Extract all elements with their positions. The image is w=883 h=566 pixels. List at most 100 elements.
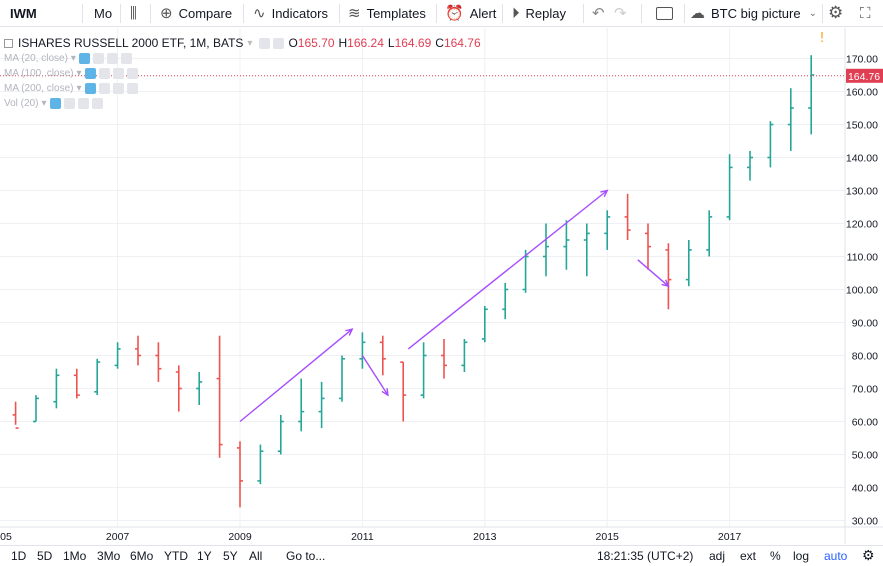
layout-name-button[interactable]: ☁ BTC big picture ⌄ (690, 0, 817, 26)
percent-toggle[interactable]: % (770, 549, 781, 563)
auto-toggle[interactable]: auto (824, 549, 848, 563)
series-title: ISHARES RUSSELL 2000 ETF, 1M, BATS (18, 36, 244, 50)
indicator-legend-ma200[interactable]: MA (200, close) ▾ (4, 83, 138, 94)
last-price-label: 164.76 (848, 71, 880, 83)
low-label: L (387, 36, 395, 50)
ext-toggle[interactable]: ext (740, 549, 757, 563)
replay-button[interactable]: ⏵ Replay (512, 0, 566, 26)
trend-arrow (361, 355, 389, 396)
chevron-down-icon[interactable]: ▾ (70, 53, 76, 64)
expand-icon: ⛶ (860, 4, 871, 22)
range-1mo-button[interactable]: 1Mo (63, 549, 87, 563)
settings-small-icon[interactable] (98, 68, 110, 79)
chevron-down-icon[interactable]: ▾ (76, 68, 82, 79)
collapse-legend-icon[interactable] (4, 38, 13, 48)
range-3mo-button[interactable]: 3Mo (97, 549, 121, 563)
templates-label: Templates (366, 5, 426, 21)
clock-timezone[interactable]: 18:21:35 (UTC+2) (597, 549, 694, 563)
plus-icon[interactable] (106, 53, 118, 64)
indicator-legend-vol[interactable]: Vol (20) ▾ (4, 98, 103, 109)
trend-arrowhead (661, 279, 670, 288)
close-label: C (435, 36, 444, 50)
y-tick-label: 150.00 (846, 120, 878, 132)
y-tick-label: 110.00 (847, 252, 878, 264)
fullscreen-button[interactable]: ⛶ (860, 0, 877, 26)
templates-button[interactable]: ≋ Templates (348, 0, 426, 26)
indicator-legend-ma100[interactable]: MA (100, close) ▾ (4, 68, 138, 79)
settings-small-icon[interactable] (273, 37, 285, 49)
range-5d-button[interactable]: 5D (37, 549, 53, 563)
divider (150, 4, 151, 23)
plus-icon[interactable] (112, 68, 124, 79)
legend-chevron-icon[interactable]: ▾ (247, 37, 253, 49)
redo-icon: ↷ (614, 5, 627, 22)
eye-icon[interactable] (49, 98, 61, 109)
undo-icon: ↶ (592, 5, 605, 22)
range-all-button[interactable]: All (249, 549, 263, 563)
divider (583, 4, 584, 23)
y-tick-label: 170.00 (846, 54, 878, 66)
settings-button[interactable]: ⚙ (828, 0, 849, 26)
eye-icon[interactable] (84, 68, 96, 79)
close-icon[interactable] (120, 53, 132, 64)
last-price-badge (846, 68, 883, 83)
gear-icon[interactable]: ⚙ (862, 547, 875, 563)
chevron-down-icon[interactable]: ▾ (76, 83, 82, 94)
symbol-search[interactable]: IWM (10, 0, 37, 26)
y-tick-label: 60.00 (852, 417, 878, 429)
x-tick-label: 05 (0, 531, 12, 543)
settings-small-icon[interactable] (63, 98, 75, 109)
undo-button[interactable]: ↶ (592, 0, 611, 26)
eye-icon[interactable] (78, 53, 90, 64)
indicators-button[interactable]: ∿ Indicators (253, 0, 328, 26)
indicator-label: MA (200, close) (4, 83, 74, 94)
close-icon[interactable] (91, 98, 103, 109)
close-icon[interactable] (126, 83, 138, 94)
high-label: H (338, 36, 348, 50)
indicator-label: MA (20, close) (4, 53, 68, 64)
indicator-label: Vol (20) (4, 98, 39, 109)
range-1y-button[interactable]: 1Y (197, 549, 212, 563)
redo-button[interactable]: ↷ (614, 0, 633, 26)
interval-button[interactable]: Mo (94, 0, 112, 26)
plus-icon[interactable] (112, 83, 124, 94)
cloud-icon: ☁ (690, 5, 705, 22)
open-value: 165.70 (297, 36, 335, 50)
settings-small-icon[interactable] (98, 83, 110, 94)
x-tick-label: 2017 (718, 531, 742, 543)
divider (82, 4, 83, 23)
chevron-down-icon: ⌄ (808, 7, 817, 19)
y-tick-label: 100.00 (846, 285, 878, 297)
log-toggle[interactable]: log (793, 549, 810, 563)
trend-arrowhead (381, 388, 389, 397)
chevron-down-icon[interactable]: ▾ (41, 98, 47, 109)
bars-icon: ⫼ (130, 4, 137, 22)
y-tick-label: 140.00 (846, 153, 878, 165)
layout-name-label: BTC big picture (711, 5, 801, 21)
alert-button[interactable]: ⏰ Alert (445, 0, 496, 26)
eye-icon[interactable] (84, 83, 96, 94)
y-tick-label: 160.00 (846, 87, 878, 99)
open-label: O (288, 36, 298, 50)
y-tick-label: 130.00 (846, 186, 878, 198)
range-5y-button[interactable]: 5Y (223, 549, 238, 563)
settings-small-icon[interactable] (92, 53, 104, 64)
goto-date-button[interactable]: Go to... (286, 549, 326, 563)
chart-type-button[interactable]: ⫼ (130, 0, 143, 26)
close-icon[interactable] (126, 68, 138, 79)
y-tick-label: 40.00 (852, 483, 878, 495)
range-1d-button[interactable]: 1D (11, 549, 27, 563)
trend-arrow (637, 259, 669, 287)
adj-toggle[interactable]: adj (709, 549, 726, 563)
alarm-clock-icon: ⏰ (445, 5, 464, 22)
range-ytd-button[interactable]: YTD (164, 549, 188, 563)
divider (243, 4, 244, 23)
eye-icon[interactable] (259, 37, 271, 49)
compare-button[interactable]: ⊕ Compare (160, 0, 232, 26)
fullscreen-layout-button[interactable] (656, 0, 673, 26)
range-6mo-button[interactable]: 6Mo (130, 549, 154, 563)
templates-icon: ≋ (348, 5, 361, 22)
indicator-legend-ma20[interactable]: MA (20, close) ▾ (4, 53, 132, 64)
plus-icon[interactable] (77, 98, 89, 109)
